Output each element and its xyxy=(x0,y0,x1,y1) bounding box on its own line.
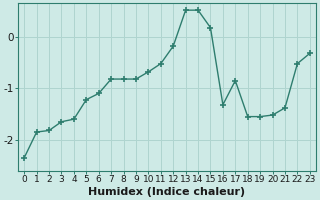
X-axis label: Humidex (Indice chaleur): Humidex (Indice chaleur) xyxy=(88,187,245,197)
